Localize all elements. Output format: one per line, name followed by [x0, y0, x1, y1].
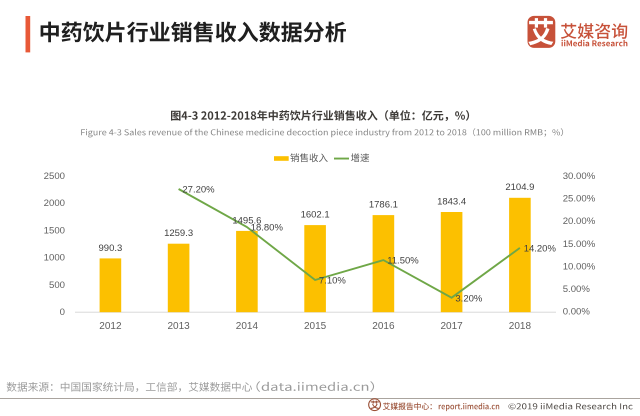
svg-text:27.20%: 27.20%: [182, 185, 215, 196]
svg-text:30.00%: 30.00%: [563, 171, 596, 182]
svg-text:1786.1: 1786.1: [369, 200, 398, 211]
svg-text:2500: 2500: [44, 171, 65, 182]
svg-text:2104.9: 2104.9: [505, 182, 534, 193]
svg-text:1843.4: 1843.4: [437, 196, 466, 207]
svg-text:2018: 2018: [509, 321, 532, 332]
svg-text:1602.1: 1602.1: [301, 210, 330, 221]
svg-text:500: 500: [49, 280, 65, 291]
svg-text:15.00%: 15.00%: [563, 239, 596, 250]
svg-text:2017: 2017: [440, 321, 463, 332]
svg-text:2016: 2016: [372, 321, 395, 332]
svg-text:0.00%: 0.00%: [563, 307, 591, 318]
svg-text:20.00%: 20.00%: [563, 216, 596, 227]
svg-text:1000: 1000: [44, 253, 65, 264]
svg-text:18.80%: 18.80%: [251, 223, 284, 234]
svg-text:11.50%: 11.50%: [387, 256, 419, 267]
svg-text:3.20%: 3.20%: [455, 293, 482, 304]
svg-text:2013: 2013: [167, 321, 190, 332]
svg-text:990.3: 990.3: [99, 243, 123, 254]
svg-text:25.00%: 25.00%: [563, 194, 596, 205]
svg-text:1500: 1500: [44, 225, 65, 236]
svg-text:2014: 2014: [236, 321, 259, 332]
svg-text:5.00%: 5.00%: [563, 284, 591, 295]
svg-text:2015: 2015: [304, 321, 327, 332]
svg-text:0: 0: [60, 307, 65, 318]
svg-text:14.20%: 14.20%: [524, 244, 557, 255]
svg-text:2012: 2012: [99, 321, 122, 332]
svg-text:1495.6: 1495.6: [232, 215, 261, 226]
svg-text:2000: 2000: [44, 198, 65, 209]
svg-text:7.10%: 7.10%: [319, 276, 346, 287]
svg-text:10.00%: 10.00%: [563, 261, 596, 272]
svg-text:1259.3: 1259.3: [164, 228, 193, 239]
